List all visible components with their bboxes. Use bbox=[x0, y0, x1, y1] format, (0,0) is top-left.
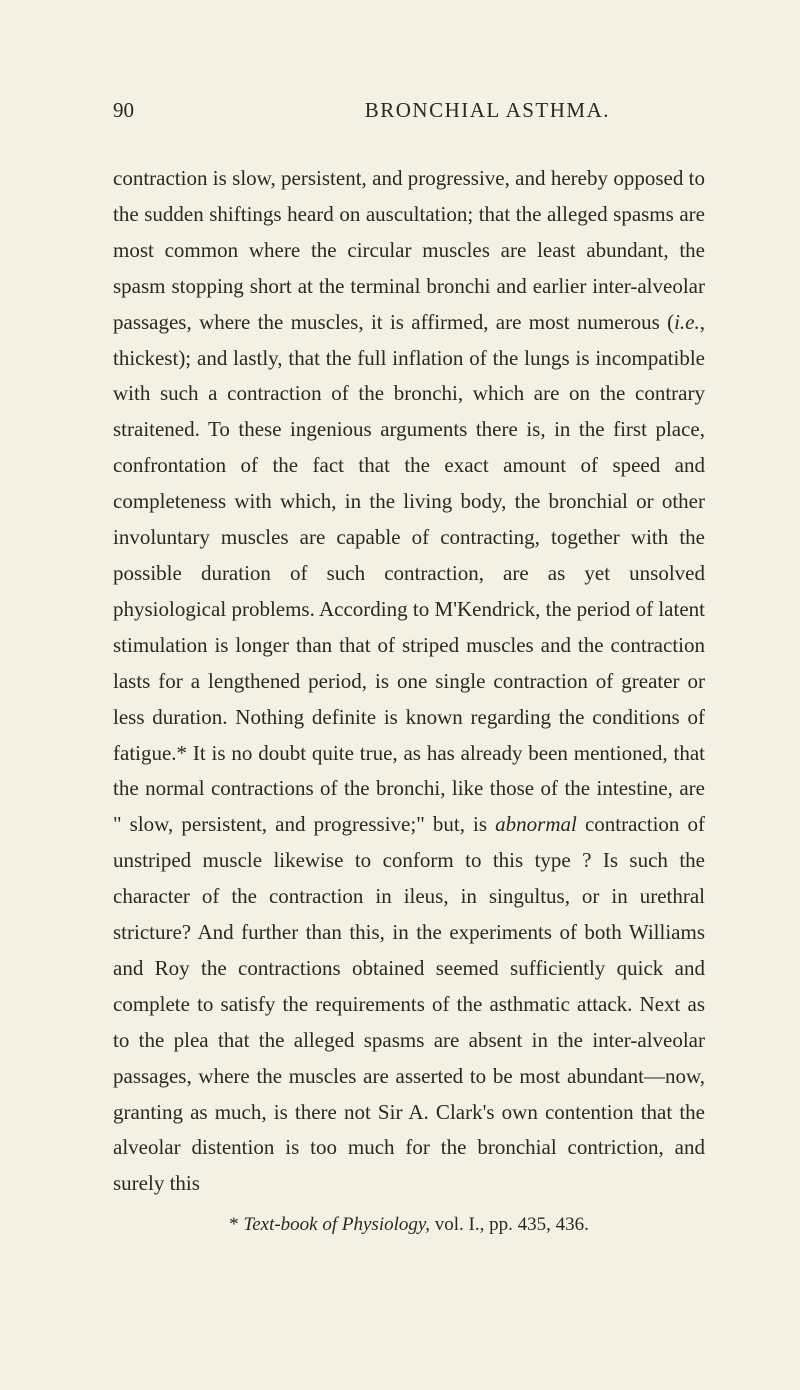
body-text-1: contraction is slow, persistent, and pro… bbox=[113, 166, 705, 334]
italic-text-1: i.e. bbox=[674, 310, 700, 334]
footnote-marker: * bbox=[229, 1214, 243, 1235]
page-header: 90 BRONCHIAL ASTHMA. bbox=[113, 98, 705, 123]
chapter-title: BRONCHIAL ASTHMA. bbox=[365, 98, 610, 123]
page-number: 90 bbox=[113, 98, 134, 123]
footnote-italic: Text-book of Physiology, bbox=[243, 1214, 430, 1235]
body-text-2: , thickest); and lastly, that the full i… bbox=[113, 310, 705, 837]
italic-text-2: abnormal bbox=[495, 812, 577, 836]
footnote: * Text-book of Physiology, vol. I., pp. … bbox=[113, 1214, 705, 1236]
body-paragraph: contraction is slow, persistent, and pro… bbox=[113, 161, 705, 1202]
footnote-end: vol. I., pp. 435, 436. bbox=[430, 1214, 589, 1235]
body-text-3: contraction of unstriped muscle likewise… bbox=[113, 812, 705, 1195]
